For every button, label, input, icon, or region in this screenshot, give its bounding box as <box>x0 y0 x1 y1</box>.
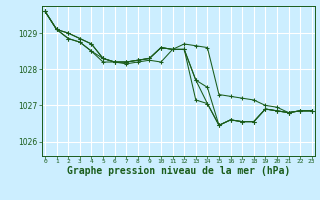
X-axis label: Graphe pression niveau de la mer (hPa): Graphe pression niveau de la mer (hPa) <box>67 166 290 176</box>
